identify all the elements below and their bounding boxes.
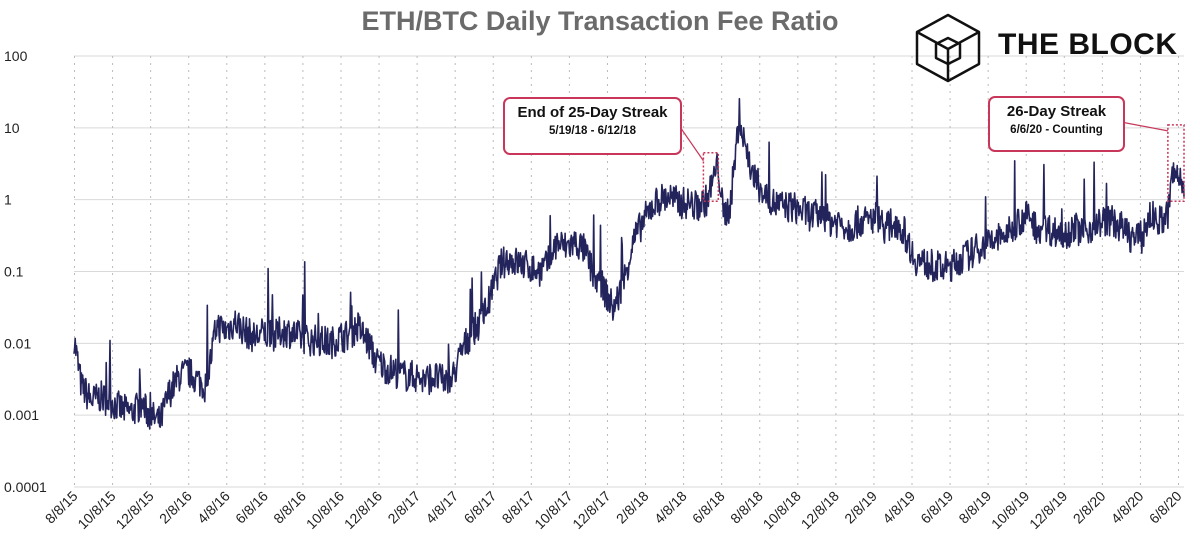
y-tick-label: 0.1 bbox=[4, 264, 24, 280]
y-tick-label: 0.01 bbox=[4, 335, 31, 351]
x-tick-label: 4/8/16 bbox=[194, 488, 233, 527]
cube-icon bbox=[915, 13, 981, 83]
y-tick-label: 100 bbox=[4, 48, 28, 64]
logo-text: THE BLOCK bbox=[998, 28, 1178, 61]
x-tick-label: 10/8/17 bbox=[531, 488, 575, 532]
y-tick-label: 0.001 bbox=[4, 407, 39, 423]
highlight-boxes bbox=[677, 121, 1185, 203]
x-tick-label: 4/8/20 bbox=[1108, 488, 1147, 527]
y-tick-label: 10 bbox=[4, 120, 20, 136]
x-tick-label: 12/8/15 bbox=[112, 488, 156, 532]
annotation-streak-2020: 26-Day Streak 6/6/20 - Counting bbox=[988, 96, 1125, 152]
x-tick-label: 12/8/19 bbox=[1026, 488, 1070, 532]
x-tick-label: 4/8/17 bbox=[422, 488, 461, 527]
series-line bbox=[73, 97, 1185, 430]
x-tick-label: 12/8/18 bbox=[798, 488, 842, 532]
x-tick-label: 12/8/16 bbox=[341, 488, 385, 532]
annotation-title: 26-Day Streak bbox=[1006, 103, 1107, 120]
x-tick-label: 6/8/18 bbox=[689, 488, 728, 527]
y-tick-label: 0.0001 bbox=[4, 479, 47, 495]
x-tick-label: 12/8/17 bbox=[569, 488, 613, 532]
y-tick-label: 1 bbox=[4, 192, 12, 208]
x-tick-label: 10/8/18 bbox=[760, 488, 804, 532]
x-tick-label: 2/8/19 bbox=[841, 488, 880, 527]
x-tick-label: 10/8/19 bbox=[988, 488, 1032, 532]
x-tick-label: 2/8/18 bbox=[613, 488, 652, 527]
x-tick-label: 2/8/20 bbox=[1070, 488, 1109, 527]
x-tick-label: 2/8/16 bbox=[156, 488, 195, 527]
fee-ratio-line bbox=[73, 97, 1185, 430]
y-axis-ticks: 100 10 1 0.1 0.01 0.001 0.0001 bbox=[4, 48, 47, 495]
highlight-box-2020 bbox=[1167, 124, 1185, 203]
x-tick-label: 4/8/19 bbox=[879, 488, 918, 527]
x-tick-label: 4/8/18 bbox=[651, 488, 690, 527]
annotation-connector bbox=[677, 123, 704, 162]
annotation-title: End of 25-Day Streak bbox=[517, 104, 668, 121]
x-tick-label: 6/8/20 bbox=[1146, 488, 1185, 527]
x-tick-label: 6/8/19 bbox=[917, 488, 956, 527]
x-tick-label: 10/8/15 bbox=[74, 488, 118, 532]
x-tick-label: 6/8/16 bbox=[232, 488, 271, 527]
x-tick-label: 2/8/17 bbox=[384, 488, 423, 527]
x-tick-label: 6/8/17 bbox=[461, 488, 500, 527]
annotation-streak-2018: End of 25-Day Streak 5/19/18 - 6/12/18 bbox=[503, 97, 682, 155]
annotation-connector bbox=[1120, 121, 1168, 132]
chart-title: ETH/BTC Daily Transaction Fee Ratio bbox=[361, 6, 839, 36]
the-block-logo: THE BLOCK bbox=[912, 12, 1182, 83]
annotation-subtitle: 5/19/18 - 6/12/18 bbox=[549, 125, 636, 137]
x-tick-label: 10/8/16 bbox=[303, 488, 347, 532]
annotation-subtitle: 6/6/20 - Counting bbox=[1010, 124, 1103, 136]
